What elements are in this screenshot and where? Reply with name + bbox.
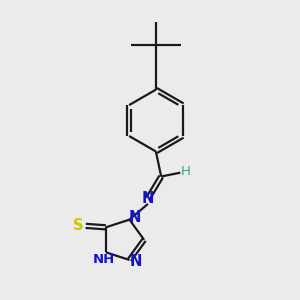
Text: H: H — [180, 165, 190, 178]
Text: N: N — [130, 254, 142, 269]
Text: N: N — [142, 191, 154, 206]
Text: S: S — [74, 218, 84, 233]
Text: NH: NH — [93, 253, 116, 266]
Text: N: N — [128, 210, 141, 225]
